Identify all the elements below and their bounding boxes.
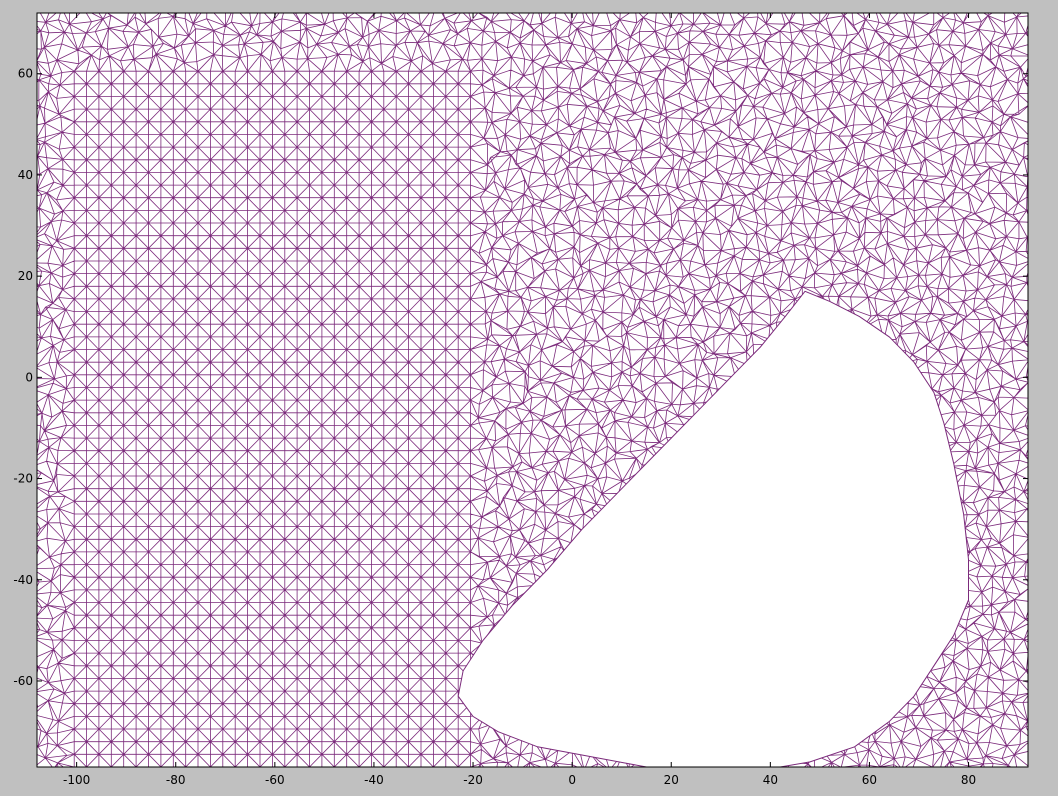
x-tick-label: 80 xyxy=(961,773,976,787)
axes-frame xyxy=(36,12,1029,768)
x-tick-label: 0 xyxy=(568,773,576,787)
y-tick-label: 0 xyxy=(25,370,33,384)
x-tick-label: -80 xyxy=(166,773,186,787)
y-tick-label: -20 xyxy=(13,472,33,486)
mesh-hole xyxy=(457,290,969,767)
y-tick-label: -40 xyxy=(13,573,33,587)
y-tick-label: -60 xyxy=(13,674,33,688)
x-tick-label: 40 xyxy=(763,773,778,787)
x-tick-label: -100 xyxy=(63,773,90,787)
y-tick-label: 60 xyxy=(18,67,33,81)
x-tick-label: 20 xyxy=(664,773,679,787)
y-tick-label: 20 xyxy=(18,269,33,283)
y-tick-label: 40 xyxy=(18,168,33,182)
x-tick-label: -40 xyxy=(364,773,384,787)
x-axis: -100 -80 -60 -40 -20 0 20 40 60 80 xyxy=(63,13,976,787)
x-tick-label: -60 xyxy=(265,773,285,787)
x-tick-label: 60 xyxy=(862,773,877,787)
y-axis: -60 -40 -20 0 20 40 60 xyxy=(13,67,1028,688)
x-tick-label: -20 xyxy=(463,773,483,787)
